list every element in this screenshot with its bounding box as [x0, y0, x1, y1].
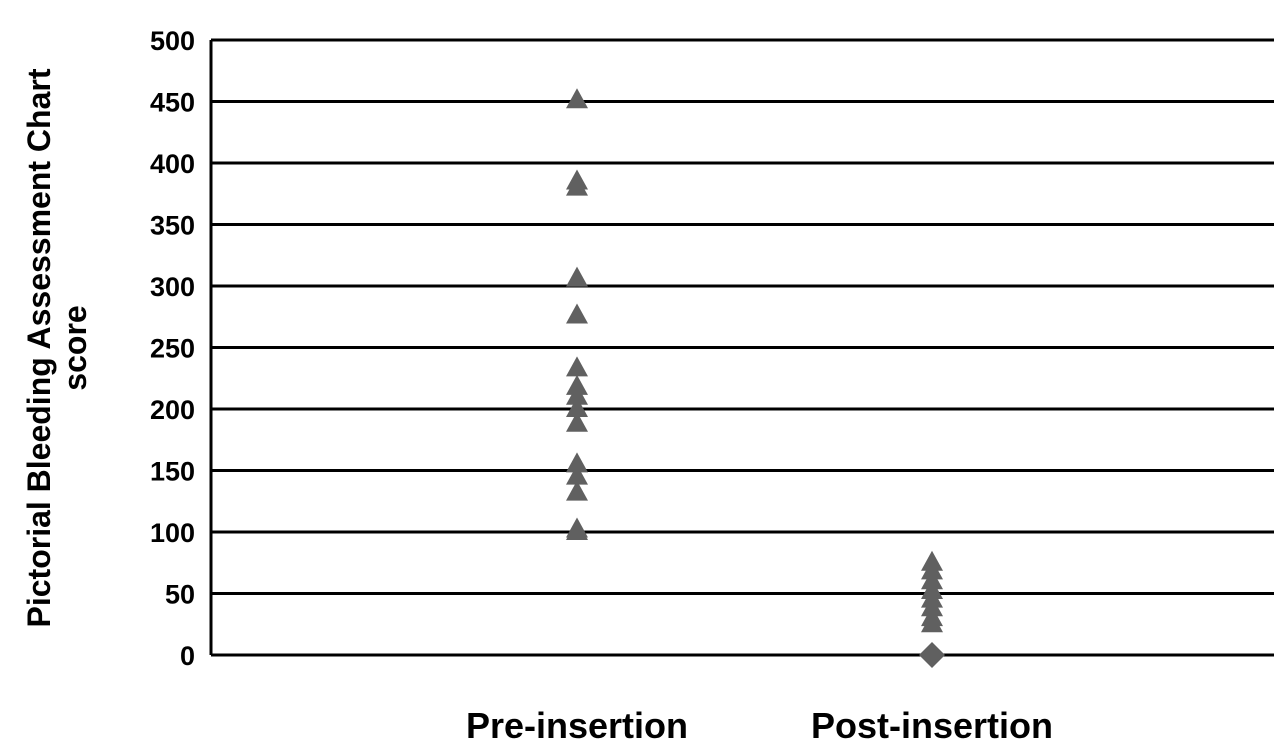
data-point: [566, 303, 588, 324]
y-tick-labels: 0 50 100 150 200 250 300 350 400 450 500: [150, 26, 195, 671]
data-point: [566, 356, 588, 377]
category-label: Post-insertion: [811, 705, 1053, 743]
y-axis-title-line-2: score: [57, 305, 93, 390]
y-tick-label: 400: [150, 149, 195, 179]
y-axis-title-line-1: Pictorial Bleeding Assessment Chart: [21, 68, 57, 627]
gridlines: [211, 38, 1274, 657]
data-point: [566, 464, 588, 485]
category-label: Pre-insertion: [466, 705, 688, 743]
data-points: [566, 88, 945, 668]
y-axis-title: Pictorial Bleeding Assessment Chart scor…: [21, 68, 93, 627]
y-tick-label: 300: [150, 272, 195, 302]
data-point: [921, 612, 943, 633]
data-point: [566, 175, 588, 196]
category-labels: Pre-insertion Post-insertion: [466, 705, 1053, 743]
y-tick-label: 50: [165, 580, 195, 610]
data-point: [566, 452, 588, 473]
y-tick-label: 350: [150, 211, 195, 241]
y-tick-label: 0: [180, 641, 195, 671]
data-point: [566, 397, 588, 417]
y-tick-label: 150: [150, 457, 195, 487]
y-tick-label: 450: [150, 88, 195, 118]
y-tick-label: 200: [150, 395, 195, 425]
y-tick-label: 250: [150, 334, 195, 364]
data-point: [919, 642, 945, 668]
y-tick-label: 500: [150, 26, 195, 56]
data-point: [566, 88, 588, 109]
data-point: [566, 520, 588, 540]
data-point: [566, 266, 588, 287]
data-point: [566, 384, 588, 405]
data-point: [566, 411, 588, 432]
y-tick-label: 100: [150, 518, 195, 548]
data-point: [566, 480, 588, 501]
